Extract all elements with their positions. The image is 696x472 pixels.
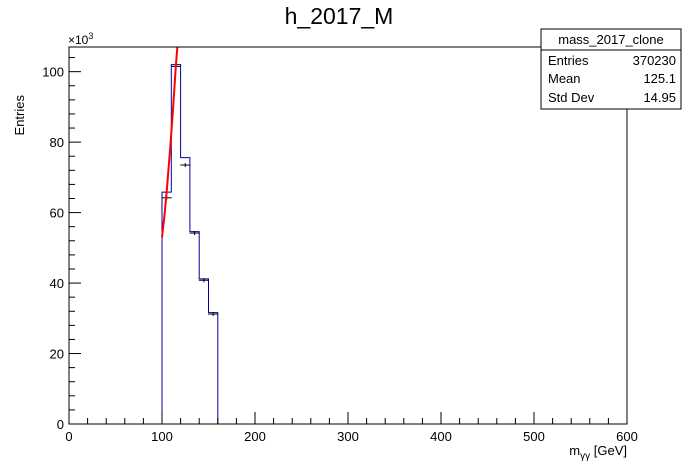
stats-mean-value: 125.1 xyxy=(643,71,676,86)
y-tick-label: 80 xyxy=(50,135,64,150)
fit-curve xyxy=(161,46,179,238)
stats-stddev-label: Std Dev xyxy=(548,90,595,105)
stats-box-title: mass_2017_clone xyxy=(558,32,664,47)
y-axis-multiplier: ×103 xyxy=(68,31,93,47)
chart-title: h_2017_M xyxy=(285,3,394,29)
histogram-bin xyxy=(199,279,208,424)
x-tick-label: 0 xyxy=(65,429,72,444)
axes: 0 100 200 300 400 500 600 0 20 40 60 80 100 xyxy=(42,46,638,444)
x-tick-label: 500 xyxy=(523,429,545,444)
stats-mean-label: Mean xyxy=(548,71,581,86)
x-tick-label: 600 xyxy=(616,429,638,444)
histogram-bin xyxy=(181,158,190,424)
stats-entries-label: Entries xyxy=(548,53,589,68)
y-tick-label: 100 xyxy=(42,65,64,80)
histogram-outline xyxy=(161,64,219,424)
y-tick-label: 40 xyxy=(50,276,64,291)
stats-stddev-value: 14.95 xyxy=(643,90,676,105)
y-axis-label: Entries xyxy=(12,95,27,136)
x-tick-label: 100 xyxy=(151,429,173,444)
histogram-bin xyxy=(209,313,218,424)
x-tick-label: 400 xyxy=(430,429,452,444)
x-tick-label: 300 xyxy=(337,429,359,444)
x-tick-label: 200 xyxy=(244,429,266,444)
histogram-bin xyxy=(190,232,199,424)
stats-box: mass_2017_clone Entries 370230 Mean 125.… xyxy=(540,28,682,110)
y-tick-label: 20 xyxy=(50,347,64,362)
stats-entries-value: 370230 xyxy=(633,53,676,68)
y-tick-label: 60 xyxy=(50,206,64,221)
x-axis-label: mγγ [GeV] xyxy=(569,443,627,462)
y-tick-label: 0 xyxy=(57,417,64,432)
plot-area xyxy=(161,46,219,424)
